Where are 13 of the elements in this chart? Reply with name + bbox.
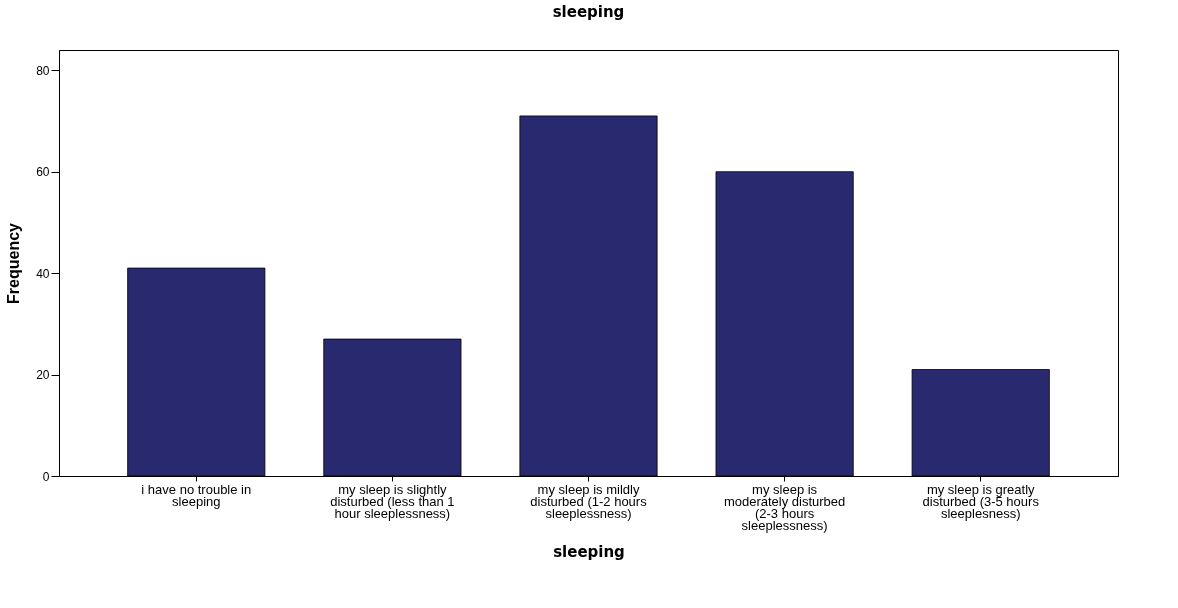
- chart-title: sleeping: [552, 3, 625, 21]
- y-axis-title: Frequency: [5, 222, 23, 304]
- x-axis-title: sleeping: [553, 542, 625, 561]
- x-tick-label: my sleep is slightly disturbed (less than 1 hour sleeplessness): [330, 481, 455, 521]
- y-tick-label: 0: [42, 469, 50, 484]
- x-tick-label: my sleep is moderately disturbed (2-3 hours sleeplessness): [723, 481, 846, 533]
- y-tick-label: 80: [36, 63, 50, 78]
- y-tick-label: 20: [36, 368, 50, 383]
- x-tick-label: my sleep is greatly disturbed (3-5 hours sleeplesness): [922, 481, 1040, 521]
- x-tick-label: i have no trouble in sleeping: [141, 481, 252, 509]
- y-tick-label: 40: [36, 266, 50, 281]
- x-tick-label: my sleep is mildly disturbed (1-2 hours sleeplessness): [530, 481, 648, 521]
- y-tick-label: 60: [36, 165, 50, 180]
